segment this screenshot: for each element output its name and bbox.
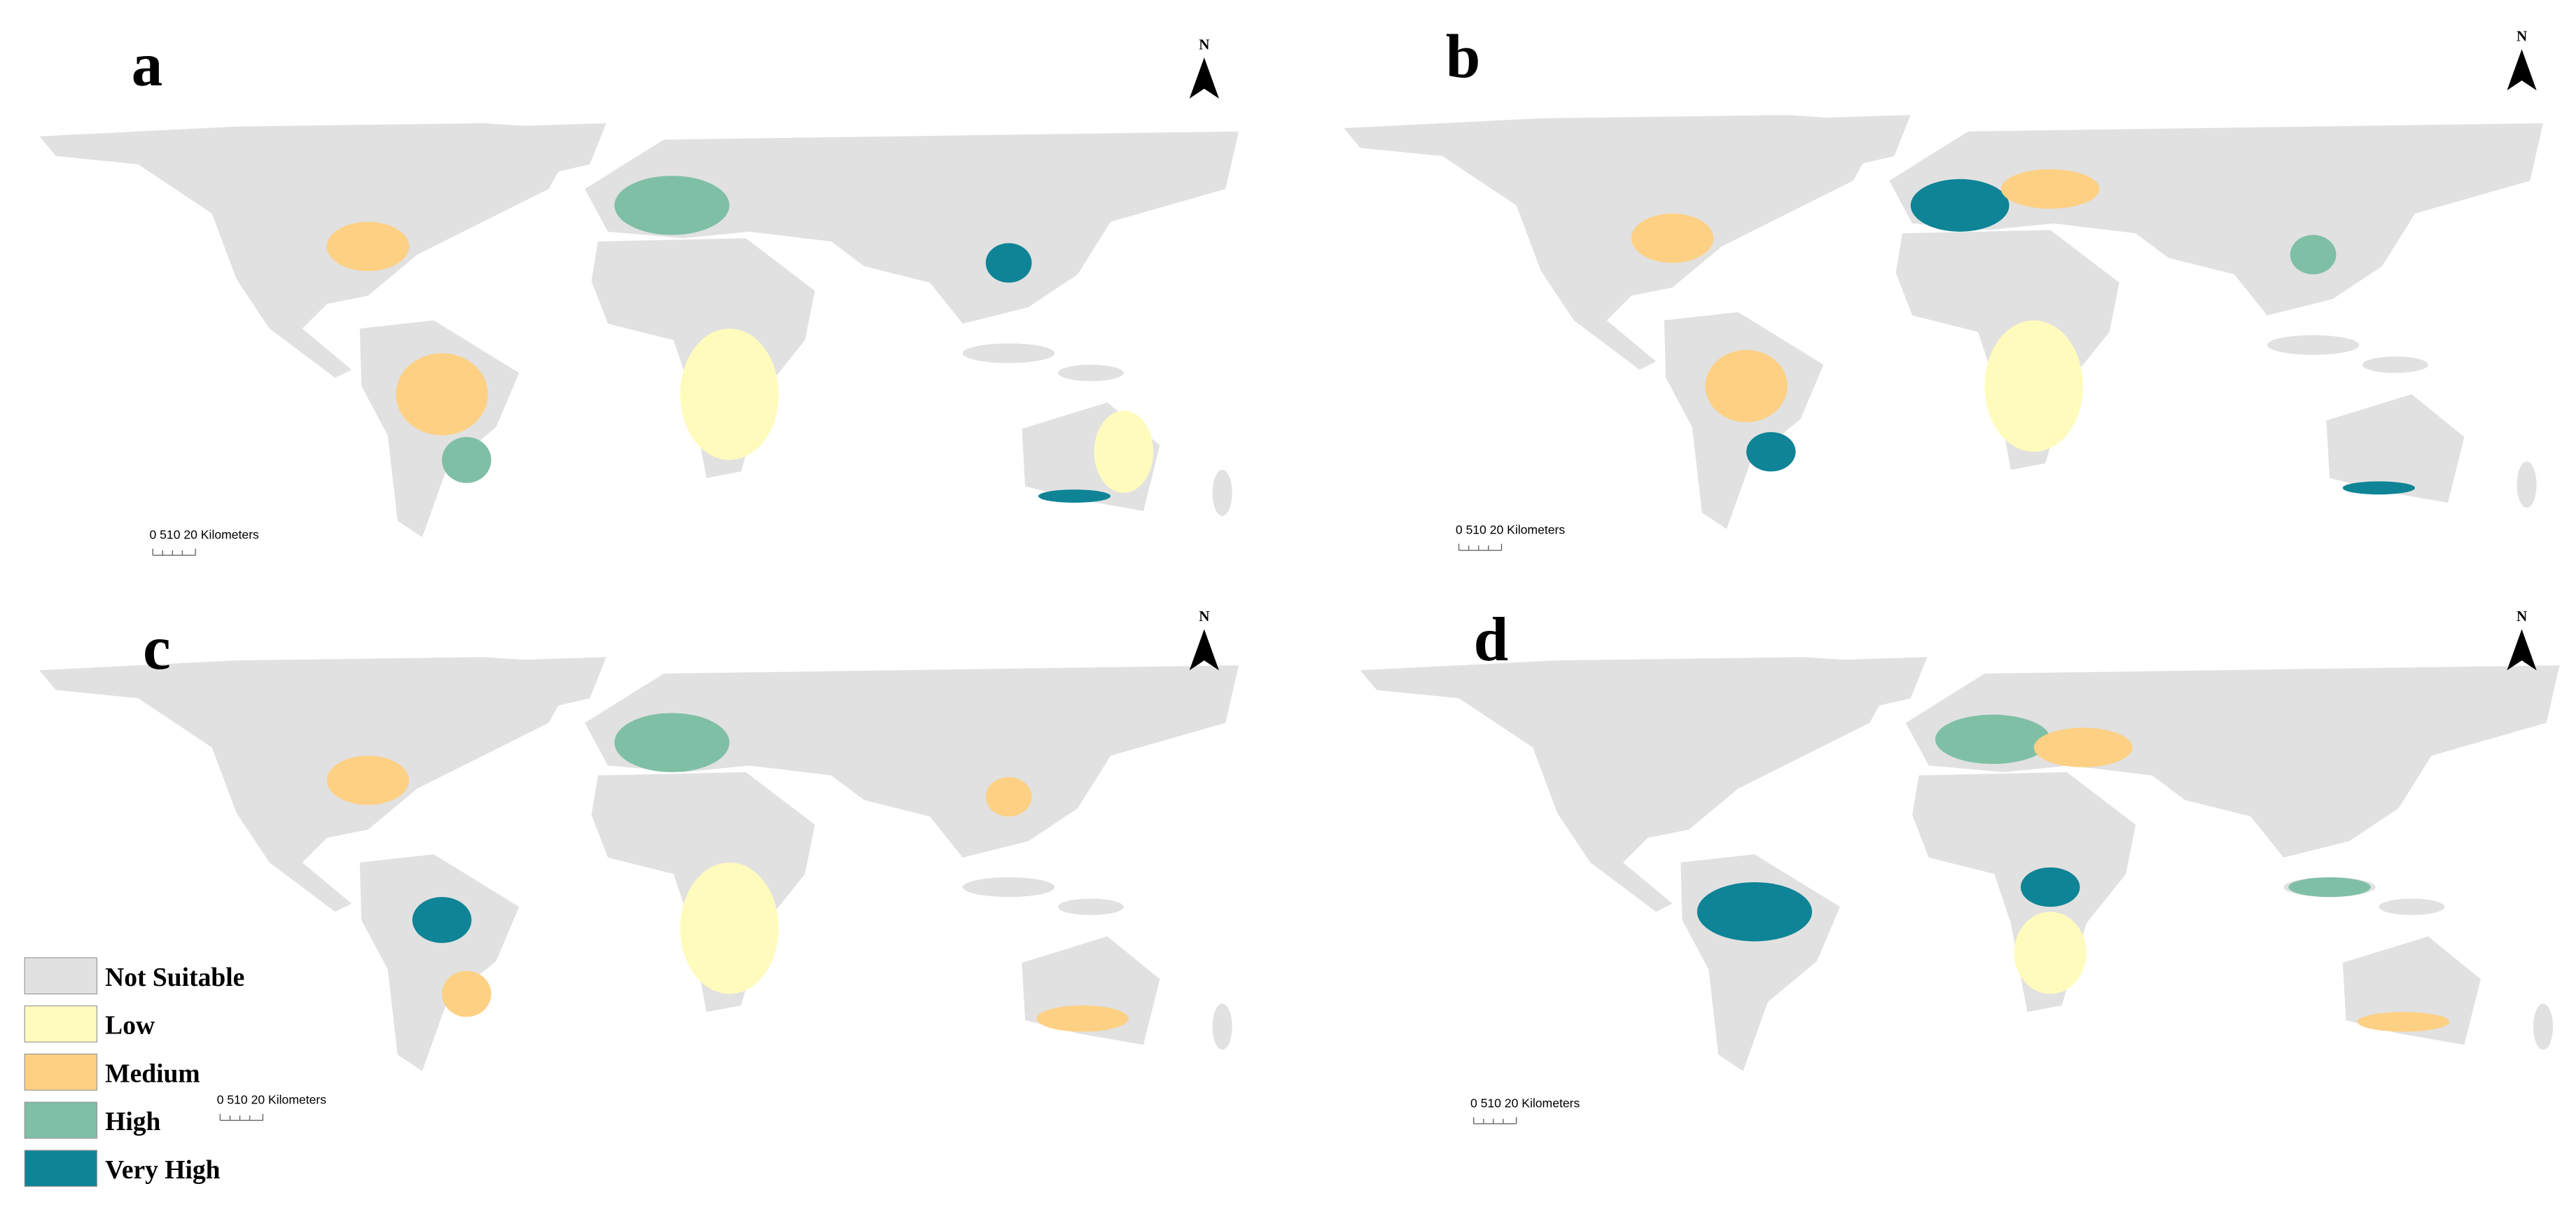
legend-swatch xyxy=(24,957,98,995)
legend-swatch xyxy=(24,1053,98,1091)
panel-label: b xyxy=(1446,22,1481,91)
zone xyxy=(1094,410,1154,493)
zone xyxy=(1746,432,1796,472)
north-arrow xyxy=(2507,49,2537,91)
zone xyxy=(396,353,488,436)
north-arrow xyxy=(1189,57,1219,99)
north-arrow xyxy=(2507,629,2537,671)
legend-label: High xyxy=(105,1108,160,1136)
scale-bar-label: 0 510 20 Kilometers xyxy=(1456,523,1566,537)
zone xyxy=(1984,320,2084,452)
zone xyxy=(680,862,779,994)
zone xyxy=(1038,489,1111,503)
zone xyxy=(442,970,492,1017)
legend-label: Not Suitable xyxy=(105,963,244,992)
north-label: N xyxy=(2516,28,2527,45)
scale-bar-label: 0 510 20 Kilometers xyxy=(217,1093,327,1107)
scale-bar-label: 0 510 20 Kilometers xyxy=(1470,1096,1580,1110)
zone xyxy=(2000,169,2100,209)
zone xyxy=(442,437,492,483)
map-panel xyxy=(39,657,1239,1071)
zone xyxy=(985,776,1032,817)
legend-label: Very High xyxy=(105,1156,221,1185)
north-label: N xyxy=(2516,608,2527,625)
zone xyxy=(2290,235,2337,274)
panel-label: d xyxy=(1474,606,1509,674)
zone xyxy=(1631,214,1714,263)
zone xyxy=(2357,1012,2450,1032)
north-label: N xyxy=(1199,608,1209,625)
zone xyxy=(1705,349,1788,423)
panel-label: c xyxy=(143,614,171,683)
legend-swatch xyxy=(24,1005,98,1043)
scale-bar xyxy=(1473,1117,1517,1124)
zone xyxy=(614,713,730,772)
zone xyxy=(2342,481,2416,495)
scale-bar-label: 0 510 20 Kilometers xyxy=(150,528,260,542)
map-panel xyxy=(39,123,1239,538)
legend-swatch xyxy=(24,1150,98,1187)
legend-swatch xyxy=(24,1101,98,1139)
zone xyxy=(326,221,410,272)
map-panel xyxy=(1344,115,2544,529)
zone xyxy=(2020,867,2080,907)
zone xyxy=(1036,1005,1129,1032)
zone xyxy=(1697,882,1812,942)
map-panel xyxy=(1360,657,2560,1071)
scale-bar xyxy=(1458,543,1503,551)
north-arrow xyxy=(1189,629,1219,671)
north-label: N xyxy=(1199,36,1209,53)
zone xyxy=(2033,727,2133,767)
zone xyxy=(614,176,730,235)
world-map xyxy=(1344,115,2544,529)
zone xyxy=(1935,714,2051,765)
zone xyxy=(412,897,472,943)
legend-label: Medium xyxy=(105,1059,200,1088)
zone xyxy=(985,243,1032,283)
zone xyxy=(1910,179,2010,232)
legend-label: Low xyxy=(105,1012,155,1040)
scale-bar xyxy=(219,1113,264,1121)
zone xyxy=(2288,877,2371,898)
panel-label: a xyxy=(132,31,163,99)
scale-bar xyxy=(152,548,196,556)
zone xyxy=(326,755,410,805)
zone xyxy=(2014,912,2087,994)
zone xyxy=(680,328,779,460)
